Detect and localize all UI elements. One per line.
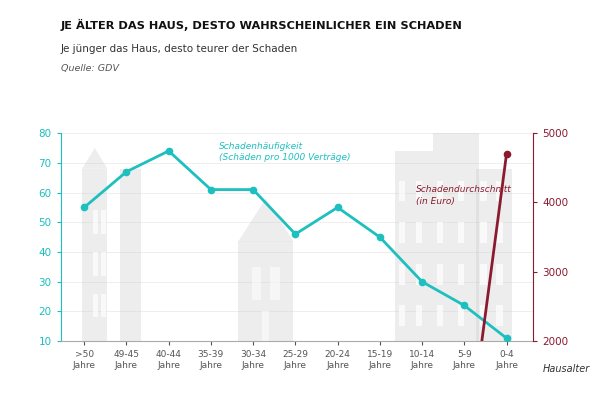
Bar (399, 264, 405, 285)
Bar (416, 181, 422, 201)
Polygon shape (82, 148, 107, 169)
Bar (238, 241, 293, 341)
Bar (101, 294, 105, 317)
Bar (458, 305, 464, 326)
Bar (416, 264, 422, 285)
Bar (399, 305, 405, 326)
Bar (395, 151, 433, 341)
Bar (481, 305, 487, 326)
Bar (82, 169, 107, 341)
Bar (399, 222, 405, 243)
Bar (458, 264, 464, 285)
Text: JE ÄLTER DAS HAUS, DESTO WAHRSCHEINLICHER EIN SCHADEN: JE ÄLTER DAS HAUS, DESTO WAHRSCHEINLICHE… (61, 19, 462, 31)
Bar (262, 312, 269, 341)
Polygon shape (238, 198, 293, 241)
Bar (252, 267, 261, 300)
Bar (101, 210, 105, 234)
Bar (458, 222, 464, 243)
Text: Schadenhäufigkeit
(Schäden pro 1000 Verträge): Schadenhäufigkeit (Schäden pro 1000 Vert… (219, 142, 351, 162)
Bar (437, 305, 444, 326)
Bar (93, 294, 98, 317)
Bar (481, 222, 487, 243)
Bar (496, 264, 503, 285)
Bar (496, 222, 503, 243)
Bar (437, 181, 444, 201)
Bar (101, 252, 105, 276)
Bar (93, 210, 98, 234)
Bar (458, 181, 464, 201)
Bar (270, 267, 280, 300)
Text: Je jünger das Haus, desto teurer der Schaden: Je jünger das Haus, desto teurer der Sch… (61, 44, 298, 54)
Bar (120, 169, 141, 341)
Bar (437, 264, 444, 285)
Bar (433, 133, 479, 341)
Bar (496, 305, 503, 326)
Bar (93, 252, 98, 276)
Bar (416, 305, 422, 326)
Text: Hausalter: Hausalter (542, 364, 590, 374)
Bar (481, 264, 487, 285)
Bar (437, 222, 444, 243)
Bar (416, 222, 422, 243)
Text: Schadendurchschnitt
(in Euro): Schadendurchschnitt (in Euro) (416, 186, 511, 206)
Bar (476, 169, 512, 341)
Text: Quelle: GDV: Quelle: GDV (61, 64, 119, 74)
Bar (399, 181, 405, 201)
Bar (481, 181, 487, 201)
Bar (496, 181, 503, 201)
